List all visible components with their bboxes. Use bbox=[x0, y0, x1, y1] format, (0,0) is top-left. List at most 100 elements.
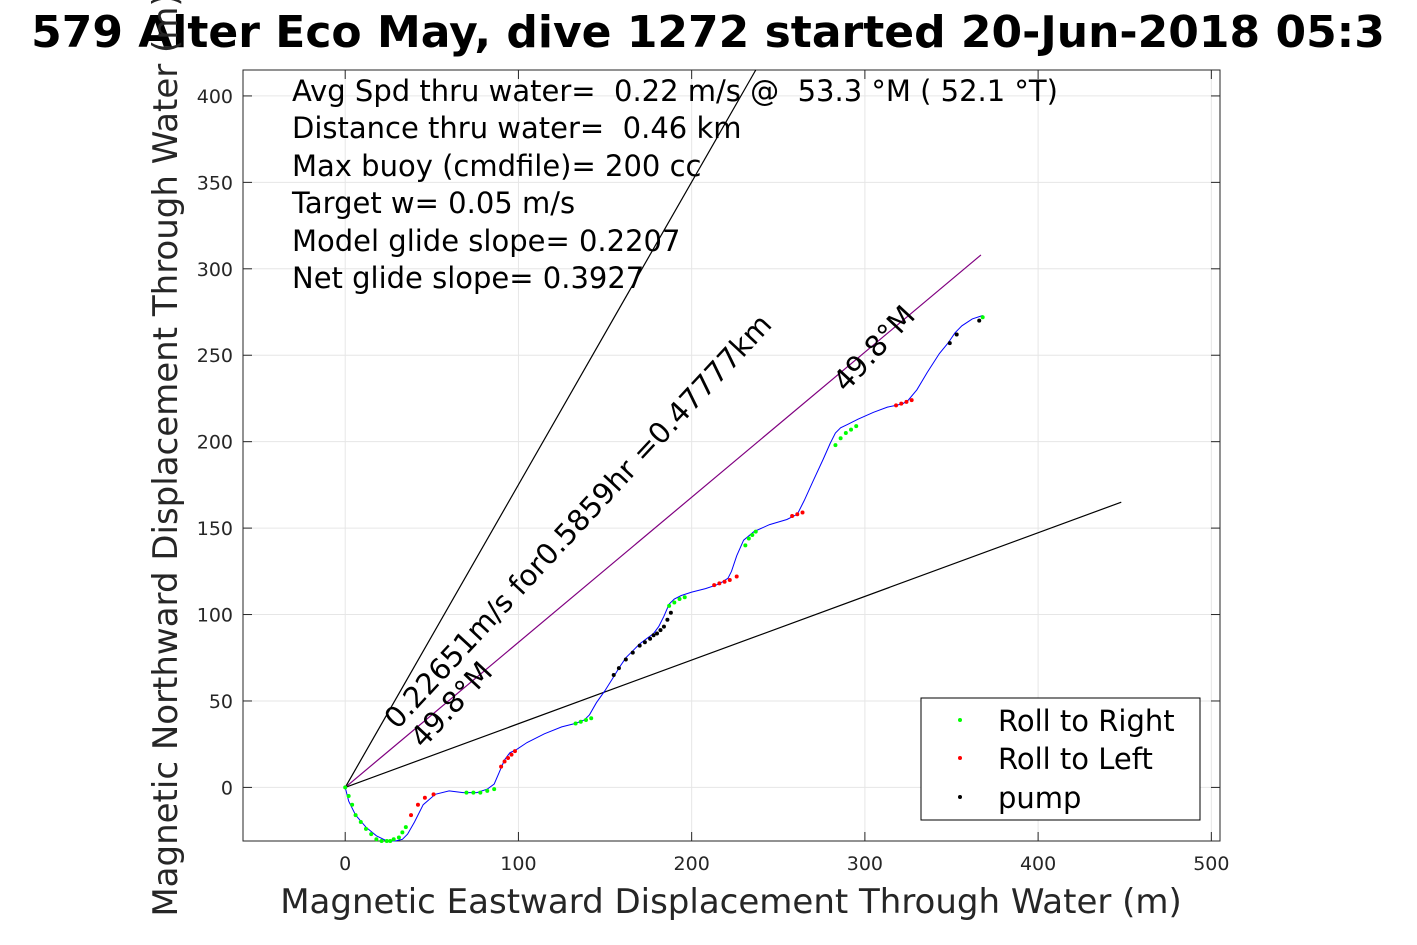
x-tick-label: 400 bbox=[1020, 853, 1056, 875]
point-roll-to-right bbox=[388, 839, 393, 843]
legend-marker-roll-left bbox=[958, 756, 962, 760]
point-roll-to-left bbox=[899, 401, 904, 406]
chart-title: 579 Alter Eco May, dive 1272 started 20-… bbox=[31, 7, 1385, 58]
point-roll-to-right bbox=[492, 787, 497, 792]
track-line bbox=[344, 315, 983, 842]
point-pump bbox=[616, 666, 621, 671]
point-roll-to-right bbox=[677, 596, 682, 601]
y-ticks: 0 50 100 150 200 250 300 350 400 bbox=[197, 86, 1220, 799]
y-tick-label: 50 bbox=[209, 691, 233, 713]
point-roll-to-left bbox=[722, 579, 727, 584]
legend-marker-roll-right bbox=[958, 718, 962, 722]
point-roll-to-right bbox=[682, 595, 687, 600]
point-roll-to-left bbox=[506, 756, 511, 761]
x-tick-label: 100 bbox=[500, 853, 536, 875]
axes-box bbox=[242, 69, 1221, 842]
point-roll-to-right bbox=[478, 790, 483, 795]
point-roll-to-left bbox=[790, 514, 795, 519]
point-roll-to-right bbox=[485, 788, 490, 793]
x-axis-label: Magnetic Eastward Displacement Through W… bbox=[280, 882, 1182, 922]
point-roll-to-right bbox=[363, 826, 368, 831]
point-roll-to-right bbox=[374, 837, 379, 842]
point-pump bbox=[630, 650, 635, 655]
point-roll-to-left bbox=[800, 510, 805, 515]
point-roll-to-left bbox=[904, 399, 909, 404]
point-pump bbox=[648, 636, 653, 641]
point-roll-to-left bbox=[512, 749, 517, 754]
point-roll-to-right bbox=[838, 436, 843, 441]
point-pump bbox=[623, 657, 628, 662]
point-roll-to-right bbox=[833, 443, 838, 448]
point-roll-to-right bbox=[672, 600, 677, 605]
point-pump bbox=[954, 332, 959, 337]
point-pump bbox=[655, 631, 660, 636]
point-roll-to-right bbox=[589, 716, 594, 721]
x-tick-label: 500 bbox=[1193, 853, 1229, 875]
point-roll-to-right bbox=[343, 785, 348, 790]
x-tick-label: 0 bbox=[339, 853, 351, 875]
point-roll-to-left bbox=[909, 398, 914, 403]
info-target-w: Target w= 0.05 m/s bbox=[291, 186, 575, 220]
point-roll-to-right bbox=[369, 832, 374, 837]
point-roll-to-left bbox=[422, 795, 427, 800]
point-roll-to-right bbox=[350, 802, 355, 807]
point-roll-to-left bbox=[717, 581, 722, 586]
point-roll-to-right bbox=[849, 427, 854, 432]
legend: Roll to Right Roll to Left pump bbox=[920, 697, 1201, 821]
point-roll-to-left bbox=[894, 403, 899, 408]
point-roll-to-right bbox=[573, 721, 578, 726]
point-pump bbox=[642, 640, 647, 645]
legend-box bbox=[920, 697, 1201, 821]
point-roll-to-left bbox=[409, 813, 414, 818]
point-roll-to-left bbox=[502, 759, 507, 764]
point-pump bbox=[977, 318, 982, 323]
point-roll-to-right bbox=[854, 424, 859, 429]
point-roll-to-left bbox=[712, 583, 717, 588]
point-roll-to-left bbox=[431, 792, 436, 797]
y-axis-label: Magnetic Northward Displacement Through … bbox=[146, 0, 186, 917]
point-roll-to-right bbox=[400, 830, 405, 835]
point-roll-to-left bbox=[734, 574, 739, 579]
point-roll-to-right bbox=[391, 837, 396, 842]
y-tick-label: 400 bbox=[197, 86, 233, 108]
point-roll-to-right bbox=[843, 431, 848, 436]
x-tick-label: 200 bbox=[674, 853, 710, 875]
info-net-glide-slope: Net glide slope= 0.3927 bbox=[292, 261, 644, 295]
info-max-buoy: Max buoy (cmdfile)= 200 cc bbox=[292, 149, 701, 183]
info-block: Avg Spd thru water= 0.22 m/s @ 53.3 °M (… bbox=[291, 74, 1058, 295]
point-roll-to-right bbox=[578, 719, 583, 724]
reference-line-bound-left bbox=[344, 69, 757, 788]
info-avg-speed: Avg Spd thru water= 0.22 m/s @ 53.3 °M (… bbox=[292, 74, 1058, 108]
y-tick-label: 200 bbox=[197, 432, 233, 454]
info-model-glide-slope: Model glide slope= 0.2207 bbox=[292, 224, 680, 258]
point-roll-to-right bbox=[464, 790, 469, 795]
y-tick-label: 250 bbox=[197, 345, 233, 367]
point-roll-to-right bbox=[753, 529, 758, 534]
y-tick-label: 100 bbox=[197, 605, 233, 627]
y-tick-label: 0 bbox=[221, 777, 233, 799]
point-roll-to-right bbox=[346, 794, 351, 799]
point-pump bbox=[637, 643, 642, 648]
reference-lines bbox=[344, 69, 1122, 788]
point-roll-to-right bbox=[358, 819, 363, 824]
point-roll-to-left bbox=[795, 512, 800, 517]
point-pump bbox=[651, 633, 656, 638]
x-tick-label: 300 bbox=[847, 853, 883, 875]
track-group bbox=[344, 315, 983, 842]
point-roll-to-left bbox=[415, 802, 420, 807]
axes-frame bbox=[242, 69, 1221, 842]
point-pump bbox=[668, 610, 673, 615]
point-roll-to-right bbox=[379, 839, 384, 843]
reference-line-heading bbox=[344, 254, 982, 788]
point-roll-to-right bbox=[583, 717, 588, 722]
point-pump bbox=[611, 673, 616, 678]
point-pump bbox=[665, 617, 670, 622]
point-pump bbox=[658, 628, 663, 633]
legend-label-roll-left: Roll to Left bbox=[998, 742, 1153, 776]
point-roll-to-left bbox=[727, 577, 732, 582]
y-tick-label: 350 bbox=[197, 172, 233, 194]
x-ticks: 0 100 200 300 400 500 bbox=[339, 70, 1229, 875]
point-roll-to-right bbox=[353, 813, 358, 818]
point-roll-to-right bbox=[403, 825, 408, 830]
